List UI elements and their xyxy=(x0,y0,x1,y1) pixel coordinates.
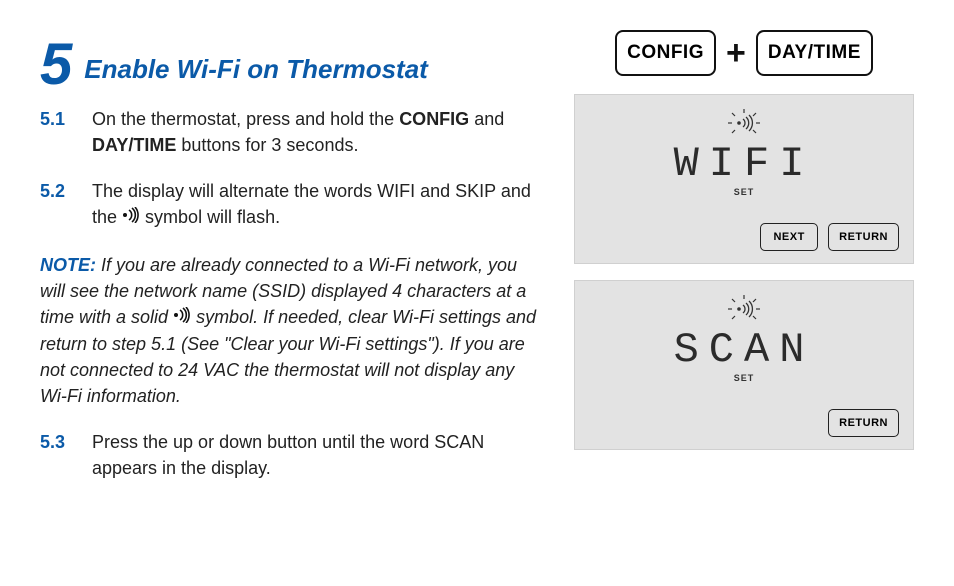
note-label: NOTE: xyxy=(40,255,96,275)
step-number: 5.1 xyxy=(40,106,76,158)
lcd-button-row: RETURN xyxy=(828,409,899,437)
instruction-column: 5 Enable Wi-Fi on Thermostat 5.1 On the … xyxy=(40,30,544,502)
signal-flash-icon xyxy=(724,109,764,137)
lcd-word-scan: SCAN xyxy=(674,329,815,371)
manual-page: 5 Enable Wi-Fi on Thermostat 5.1 On the … xyxy=(40,30,914,502)
section-title: Enable Wi-Fi on Thermostat xyxy=(84,54,428,85)
step-number: 5.2 xyxy=(40,178,76,231)
lcd-set-label: SET xyxy=(734,373,755,383)
lcd-panel-scan: SCAN SET RETURN xyxy=(574,280,914,450)
return-button: RETURN xyxy=(828,409,899,437)
step-text: symbol will flash. xyxy=(145,207,280,227)
step-body: The display will alternate the words WIF… xyxy=(92,178,544,231)
daytime-button: DAY/TIME xyxy=(756,30,873,76)
signal-icon xyxy=(122,204,140,230)
note-block: NOTE: If you are already connected to a … xyxy=(40,252,544,410)
next-button: NEXT xyxy=(760,223,818,251)
config-button: CONFIG xyxy=(615,30,716,76)
bold-daytime: DAY/TIME xyxy=(92,135,176,155)
step-text: On the thermostat, press and hold the xyxy=(92,109,399,129)
section-number: 5 xyxy=(40,36,72,94)
lcd-set-label: SET xyxy=(734,187,755,197)
step-text: and xyxy=(469,109,504,129)
lcd-button-row: NEXT RETURN xyxy=(760,223,899,251)
signal-icon xyxy=(173,304,191,330)
signal-flash-icon xyxy=(724,295,764,323)
section-header: 5 Enable Wi-Fi on Thermostat xyxy=(40,30,544,88)
lcd-panel-wifi: WIFI SET NEXT RETURN xyxy=(574,94,914,264)
return-button: RETURN xyxy=(828,223,899,251)
step-body: Press the up or down button until the wo… xyxy=(92,429,544,481)
step-number: 5.3 xyxy=(40,429,76,481)
hardware-button-row: CONFIG + DAY/TIME xyxy=(574,30,914,76)
plus-icon: + xyxy=(726,34,746,73)
lcd-word-wifi: WIFI xyxy=(674,143,815,185)
step-5-1: 5.1 On the thermostat, press and hold th… xyxy=(40,106,544,158)
step-5-3: 5.3 Press the up or down button until th… xyxy=(40,429,544,481)
bold-config: CONFIG xyxy=(399,109,469,129)
illustration-column: CONFIG + DAY/TIME xyxy=(574,30,914,502)
step-text: buttons for 3 seconds. xyxy=(176,135,358,155)
step-body: On the thermostat, press and hold the CO… xyxy=(92,106,544,158)
step-5-2: 5.2 The display will alternate the words… xyxy=(40,178,544,231)
